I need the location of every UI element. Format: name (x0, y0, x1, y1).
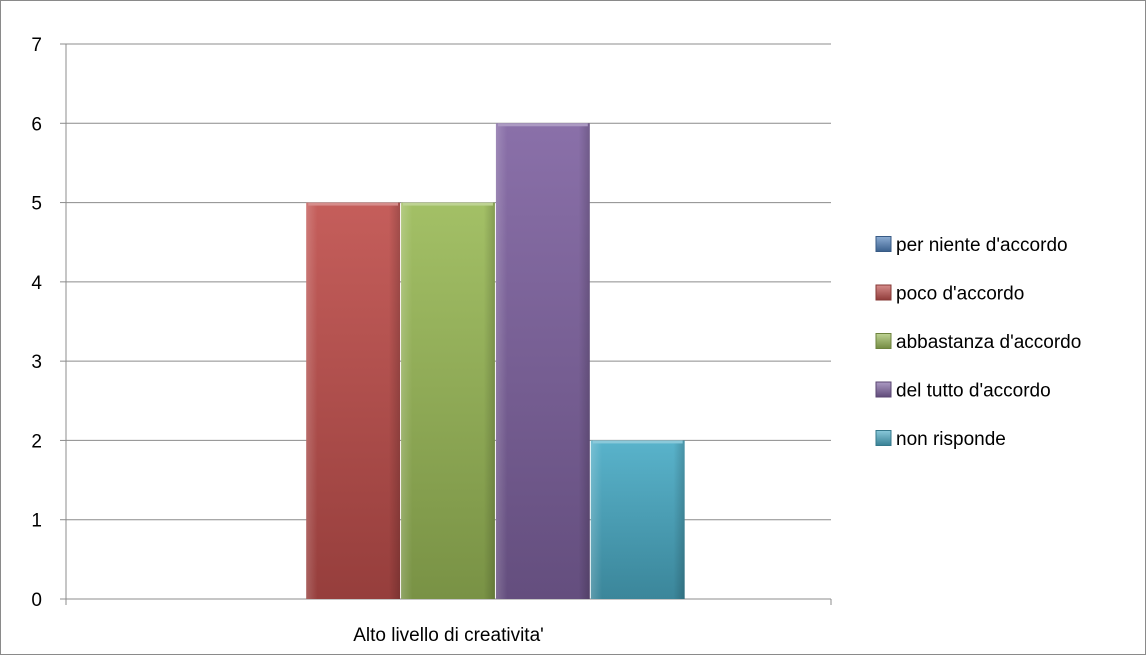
legend-swatch (875, 333, 892, 349)
legend-item-non-risponde: non risponde (875, 429, 1006, 450)
legend-item-poco-d-accordo: poco d'accordo (875, 284, 1024, 305)
bar-highlight (403, 202, 493, 206)
bar-highlight (308, 202, 399, 206)
legend-swatch (875, 284, 892, 301)
y-tick-label: 3 (31, 352, 42, 373)
y-tick-label: 6 (31, 114, 42, 135)
bar-bevel (495, 123, 590, 600)
legend: per niente d'accordo poco d'accordo abbast… (875, 235, 1081, 450)
axis-labels: 0 1 2 3 4 5 6 7 Alto livello di creativita' (31, 35, 543, 646)
y-tick-label: 0 (31, 590, 42, 611)
legend-swatch (875, 381, 892, 398)
y-tick-label: 4 (31, 273, 42, 294)
legend-swatch (875, 236, 892, 252)
bar-bevel (590, 440, 685, 599)
bars (306, 123, 685, 600)
legend-swatch (875, 430, 892, 446)
bar-poco-d-accordo (306, 202, 401, 600)
legend-label: abbastanza d'accordo (896, 332, 1081, 353)
y-tick-label: 7 (31, 35, 42, 56)
legend-label: non risponde (896, 429, 1006, 450)
bar-del-tutto-d-accordo (495, 123, 590, 600)
bar-bevel (401, 202, 495, 600)
y-tick-label: 1 (31, 511, 42, 532)
y-tick-label: 5 (31, 194, 42, 215)
bar-highlight (497, 123, 588, 127)
legend-label: del tutto d'accordo (896, 381, 1051, 402)
legend-label: per niente d'accordo (896, 235, 1068, 256)
y-tick-label: 2 (31, 431, 42, 452)
legend-label: poco d'accordo (896, 284, 1024, 305)
x-tick-label: Alto livello di creativita' (353, 625, 544, 646)
legend-item-abbastanza-d-accordo: abbastanza d'accordo (875, 332, 1081, 353)
legend-item-per-niente-d-accordo: per niente d'accordo (875, 235, 1068, 256)
bar-highlight (592, 440, 683, 444)
bar-bevel (306, 202, 401, 600)
bar-non-risponde (590, 440, 685, 599)
legend-item-del-tutto-d-accordo: del tutto d'accordo (875, 381, 1051, 402)
bar-abbastanza-d-accordo (401, 202, 495, 600)
